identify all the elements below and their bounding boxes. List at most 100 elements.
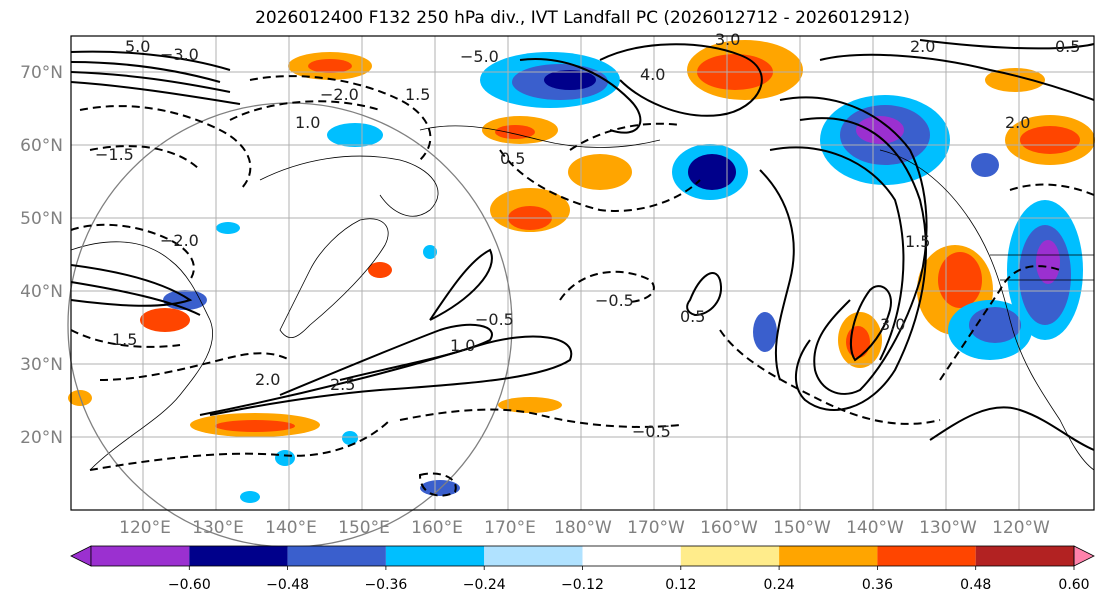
contour-solid [70,71,231,93]
lon-label: 120°W [992,518,1050,538]
contour-label: −2.0 [320,85,359,104]
latitude-labels: 70°N 60°N 50°N 40°N 30°N 20°N [20,63,63,448]
contour-label: −0.5 [632,422,671,441]
conv-blob [1036,240,1060,284]
contour-solid [70,81,241,105]
conv-blob [342,431,358,445]
contour-label: −5.0 [460,47,499,66]
contour-label-layer: 5.0 3.0 2.0 1.0 0.5 −0.5 1.5 −1.5 −2.0 4… [95,30,1080,441]
lat-label: 30°N [20,355,63,375]
conv-blob [544,70,596,90]
lat-label: 70°N [20,63,63,83]
lat-label: 20°N [20,428,63,448]
colorbar-swatch [484,546,583,566]
contour-label: 4.0 [640,65,665,84]
contour-label: 1.0 [295,113,320,132]
contour-dashed [99,352,291,381]
colorbar-extend-high [1073,545,1095,567]
colorbar-swatch [91,546,190,566]
coastline-aleutians [419,125,661,148]
colorbar-swatch [582,546,681,566]
contour-solid [850,285,892,362]
ivt-contours [70,39,1095,451]
divergence-fill-layer [68,40,1095,503]
colorbar-swatch [779,546,878,566]
contour-solid [519,58,642,134]
div-blob [368,262,392,278]
map-title: 2026012400 F132 250 hPa div., IVT Landfa… [255,8,910,28]
contour-dashed [719,329,941,425]
conv-blob [856,116,904,144]
div-blob [985,68,1045,92]
contour-label: 2.0 [1005,113,1030,132]
contour-dashed [418,472,457,497]
contour-dashed [70,223,195,281]
div-blob [846,326,870,358]
contour-solid [779,96,928,395]
colorbar-tick-label: −0.24 [463,577,506,593]
div-blob [498,397,562,413]
contour-solid [199,335,573,416]
contour-label: −2.0 [160,231,199,250]
lon-label: 160°E [411,518,463,538]
div-blob [568,154,632,190]
contour-label: 3.0 [715,30,740,49]
contour-solid [819,53,1095,101]
contour-solid [70,61,221,83]
state-borders [990,254,1094,281]
lon-label: 140°W [846,518,904,538]
div-blob [140,308,190,332]
contour-solid [429,248,493,321]
contour-label: 1.0 [450,336,475,355]
colorbar-tick-label: −0.12 [561,577,604,593]
contour-dashed [79,105,252,191]
lon-label: 150°W [773,518,831,538]
contour-label: 3.0 [880,315,905,334]
contour-dashed [569,122,681,151]
colorbar-extend-low [70,545,92,567]
colorbar-swatch [877,546,976,566]
contour-label: 5.0 [125,37,150,56]
contour-label: −1.5 [95,145,134,164]
colorbar-swatch [189,546,288,566]
contour-label: −0.5 [595,291,634,310]
lon-label: 160°W [700,518,758,538]
lon-label: 130°E [192,518,244,538]
coastlines [70,125,1095,471]
contour-solid [929,406,1095,451]
conv-blob [688,154,736,190]
contour-label: 2.0 [255,370,280,389]
conv-blob [327,123,383,147]
contour-label: 1.5 [405,85,430,104]
coastline-north-america [879,149,1095,471]
contour-label: 2.0 [910,37,935,56]
contour-dashed [229,100,381,121]
colorbar-tick-label: 0.60 [1058,577,1089,593]
contour-solid [599,43,763,117]
contour-dashed [249,75,432,161]
contour-label: −0.5 [475,310,514,329]
conv-blob [275,450,295,466]
div-blob [495,125,535,139]
colorbar-tick-label: 0.36 [862,577,893,593]
contour-solid [759,169,795,381]
contour-label: 2.5 [330,375,355,394]
conv-blob [240,491,260,503]
colorbar-swatch [385,546,485,566]
contour-label: 0.5 [1055,37,1080,56]
conv-blob [969,307,1021,343]
contour-label: 0.5 [500,149,525,168]
colorbar-tick-label: 0.24 [764,577,795,593]
coastline-japan [279,218,389,339]
lat-label: 40°N [20,282,63,302]
lon-label: 130°W [919,518,977,538]
lat-label: 60°N [20,136,63,156]
conv-blob [971,153,999,177]
colorbar-tick-label: −0.48 [266,577,309,593]
contour-dashed [559,270,655,303]
longitude-labels: 120°E 130°E 140°E 150°E 160°E 170°E 180°W 170°W… [119,518,1050,538]
contour-dashed [1009,183,1095,196]
contour-solid [70,264,193,307]
div-blob [215,420,295,432]
